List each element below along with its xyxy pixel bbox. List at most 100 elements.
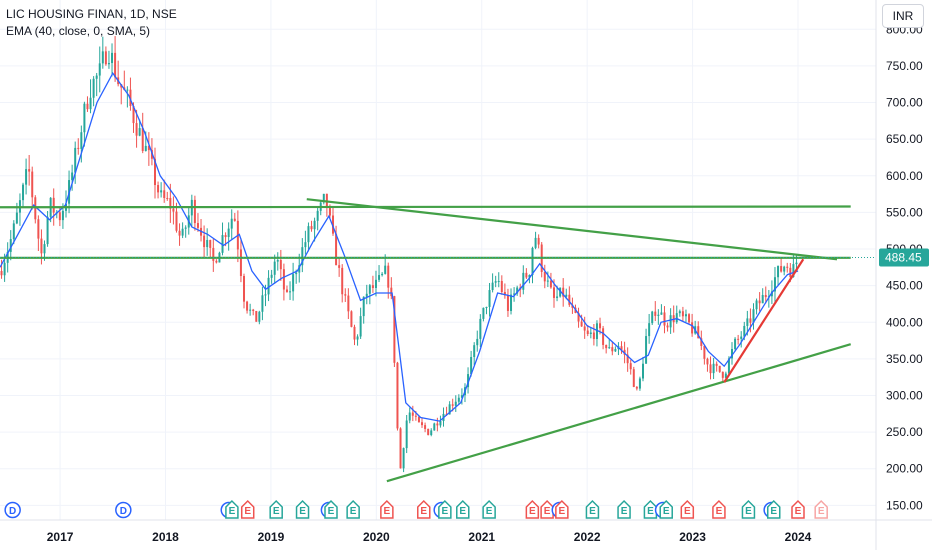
y-tick-label: 450.00 [886,279,923,293]
earnings-marker[interactable] [814,499,828,519]
candle-body [114,52,117,78]
earnings-marker[interactable] [617,499,631,519]
candle-body [347,295,350,312]
candle-body [138,128,141,136]
earnings-marker[interactable] [482,499,496,519]
candle-body [460,395,463,398]
candle-body [608,347,611,349]
candle-body [310,226,313,230]
candle-body [15,212,18,224]
earnings-marker[interactable] [712,499,726,519]
candle-body [715,363,718,366]
candle-body [129,89,132,106]
descending-trendline-line[interactable] [306,198,838,261]
candle-body [371,285,374,288]
candle-body [740,336,743,339]
candle-body [583,326,586,331]
earnings-marker[interactable] [225,499,239,519]
event-label: E [459,506,466,517]
candle-body [261,295,264,312]
y-tick-label: 650.00 [886,132,923,146]
event-label: E [229,506,236,517]
candle-body [307,226,310,243]
candle-body [734,338,737,349]
dividend-marker[interactable] [115,501,132,519]
earnings-marker[interactable] [346,499,360,519]
candle-body [697,326,700,339]
y-tick-label: 750.00 [886,59,923,73]
candle-body [595,323,598,339]
earnings-marker[interactable] [555,499,569,519]
candle-body [795,262,798,265]
earnings-marker[interactable] [417,499,431,519]
candle-body [0,270,3,276]
candle-body [516,287,519,294]
earnings-marker[interactable] [295,499,310,519]
candle-body [46,216,49,245]
candle-body [3,262,6,276]
earnings-marker[interactable] [585,499,600,519]
candle-body [552,287,555,298]
candle-body [276,259,279,262]
earnings-marker[interactable] [741,499,756,519]
candle-body [657,314,660,316]
earnings-marker[interactable] [380,499,394,519]
candle-body [543,271,546,282]
candle-body [313,220,316,230]
candle-body [295,272,298,275]
candle-body [61,210,64,221]
candle-body [181,228,184,236]
candle-body [629,363,632,370]
candle-body [396,362,399,429]
candle-body [273,261,276,275]
earnings-marker[interactable] [240,499,255,519]
earnings-marker[interactable] [438,499,452,519]
candle-body [74,147,77,173]
candle-body [332,215,335,234]
candle-body [411,412,414,416]
x-tick-label: 2024 [785,530,812,544]
earnings-marker[interactable] [525,499,540,519]
candle-body [107,63,110,65]
candle-body [424,425,427,429]
y-tick-label: 250.00 [886,425,923,439]
candle-body [638,378,641,389]
candle-body [233,218,236,221]
candle-body [614,349,617,352]
candle-body [246,301,249,311]
earnings-marker[interactable] [456,499,470,519]
currency-button[interactable]: INR [882,4,924,28]
candle-body [780,266,783,272]
candle-body [691,322,694,334]
candle-body [135,123,138,136]
y-tick-label: 350.00 [886,352,923,366]
earnings-marker[interactable] [659,499,673,519]
indicator-title[interactable]: EMA (40, close, 0, SMA, 5) [6,24,151,38]
earnings-marker[interactable] [680,499,695,519]
ema-line[interactable] [0,71,799,422]
candle-body [758,300,761,304]
candle-body [786,266,789,268]
candle-body [439,421,442,426]
ascending-trendline-line[interactable] [386,343,852,483]
candle-body [488,290,491,307]
earnings-marker[interactable] [269,499,283,519]
symbol-title[interactable]: LIC HOUSING FINAN, 1D, NSE [6,7,177,21]
earnings-marker[interactable] [324,499,338,519]
candle-body [565,294,568,297]
y-tick-label: 400.00 [886,315,923,329]
dividend-marker[interactable] [4,501,21,519]
candle-body [270,274,273,278]
resistance-horizontal-line[interactable] [0,205,851,209]
earnings-marker[interactable] [766,499,781,519]
steep-support-line[interactable] [723,258,805,383]
candle-body [605,344,608,349]
candle-body [684,314,687,317]
candle-body [537,237,540,245]
earnings-marker[interactable] [791,499,805,519]
candle-body [203,235,206,248]
event-label: D [9,506,16,517]
event-label: E [559,506,566,517]
candle-body [316,210,319,221]
